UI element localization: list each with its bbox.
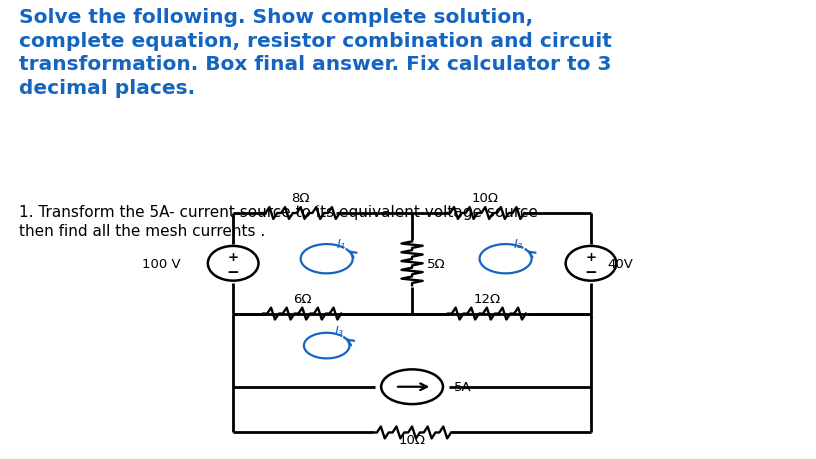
Text: 10Ω: 10Ω [472,191,499,204]
Text: Solve the following. Show complete solution,
complete equation, resistor combina: Solve the following. Show complete solut… [20,8,612,97]
Text: 10Ω: 10Ω [398,433,426,446]
Text: I₂: I₂ [514,237,523,250]
Text: −: − [227,264,240,279]
Text: 5A: 5A [455,381,472,393]
Text: 5Ω: 5Ω [427,257,446,270]
Text: I₁: I₁ [336,237,346,250]
Text: 1. Transform the 5A- current source to its equivalent voltage source
then find a: 1. Transform the 5A- current source to i… [20,204,539,239]
Text: +: + [228,251,238,263]
Text: 100 V: 100 V [142,257,180,270]
Text: −: − [584,264,597,279]
Text: 8Ω: 8Ω [291,191,310,204]
Text: 40V: 40V [607,257,633,270]
Text: I₃: I₃ [335,325,344,338]
Text: 6Ω: 6Ω [293,293,312,306]
Text: 12Ω: 12Ω [473,293,500,306]
Text: +: + [585,251,596,263]
